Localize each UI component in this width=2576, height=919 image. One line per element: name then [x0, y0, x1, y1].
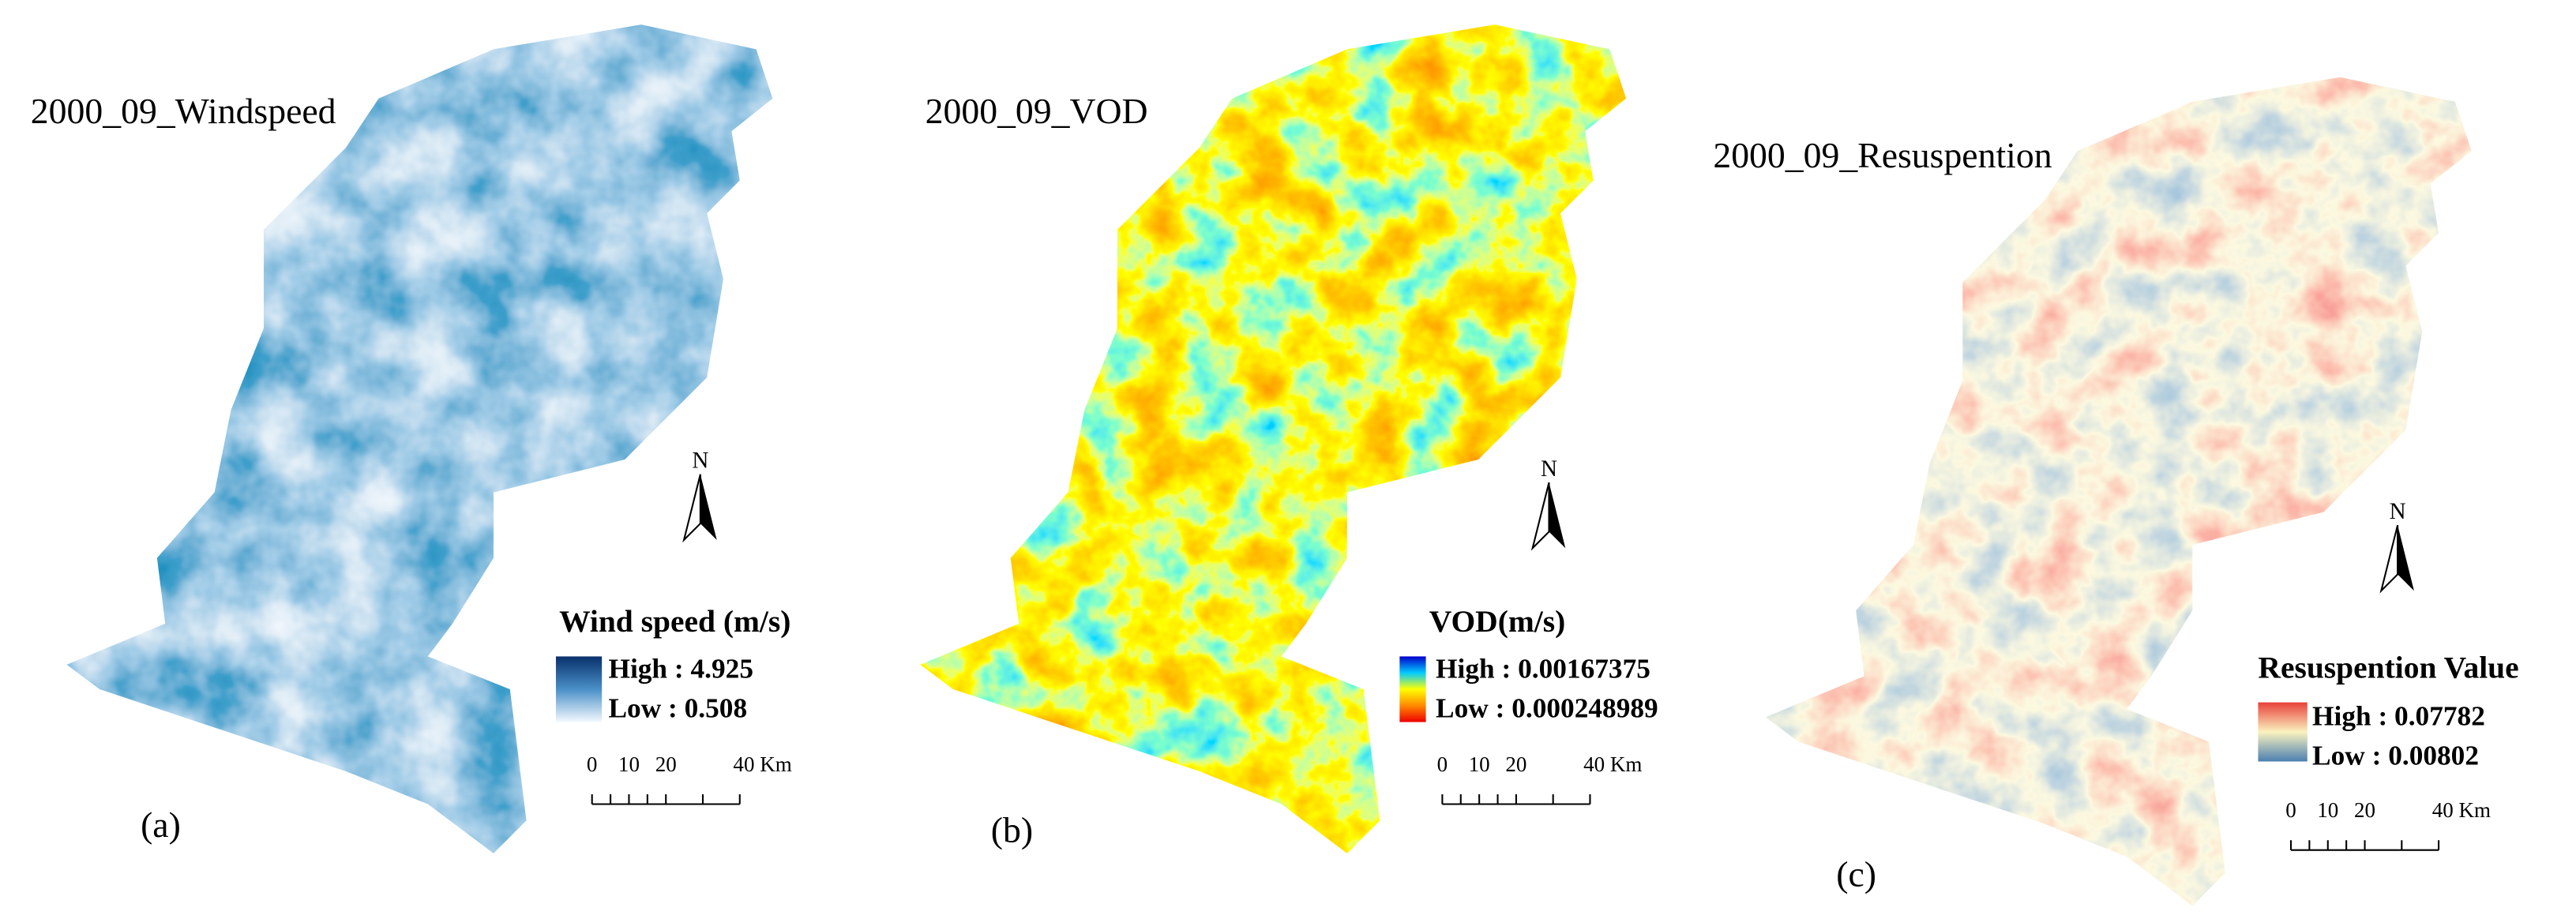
scale-label: 40 Km — [1583, 752, 1642, 776]
scale-label: 10 — [1469, 752, 1490, 776]
panel-label: (a) — [141, 805, 181, 845]
legend-ramp — [555, 656, 603, 722]
panel-title: 2000_09_Resuspention — [1713, 135, 2052, 175]
panel-label: (b) — [991, 809, 1033, 850]
north-arrow-left — [682, 474, 701, 543]
scale-label: 0 — [2285, 798, 2296, 822]
north-arrow-right — [700, 474, 717, 540]
scale-label: 0 — [1437, 752, 1448, 776]
legend-ramp — [2258, 702, 2308, 762]
legend-high: High : 0.07782 — [2312, 701, 2485, 732]
legend-low: Low : 0.00802 — [2312, 741, 2479, 771]
map-resuspention — [1765, 77, 2472, 906]
legend-low: Low : 0.000248989 — [1436, 692, 1658, 723]
scale-label: 20 — [655, 752, 677, 776]
panel-title: 2000_09_Windspeed — [31, 91, 336, 131]
legend-ramp — [1399, 656, 1426, 722]
scale-label: 20 — [1505, 752, 1526, 776]
scale-label: 10 — [2317, 798, 2338, 822]
scale-label: 40 Km — [733, 752, 791, 776]
legend-high: High : 0.00167375 — [1436, 653, 1650, 684]
panel-label: (c) — [1836, 853, 1876, 894]
scale-label: 0 — [587, 752, 598, 776]
north-arrow-left — [1530, 482, 1550, 551]
scale-label: 10 — [618, 752, 640, 776]
map-vod — [920, 24, 1627, 853]
scale-label: 40 Km — [2432, 798, 2491, 822]
legend-high: High : 4.925 — [608, 653, 753, 684]
panel-title: 2000_09_VOD — [926, 91, 1148, 131]
north-label: N — [692, 448, 708, 473]
legend-title: Resuspention Value — [2258, 650, 2518, 685]
legend-low: Low : 0.508 — [608, 692, 747, 723]
north-label: N — [1541, 456, 1557, 482]
scale-label: 20 — [2354, 798, 2375, 822]
north-arrow-left — [2379, 524, 2399, 594]
legend-title: VOD(m/s) — [1429, 604, 1565, 639]
map-windspeed — [66, 24, 773, 853]
north-label: N — [2390, 499, 2406, 524]
north-arrow-right — [1549, 482, 1566, 549]
legend-title: Wind speed (m/s) — [559, 604, 790, 639]
north-arrow-right — [2398, 525, 2414, 591]
